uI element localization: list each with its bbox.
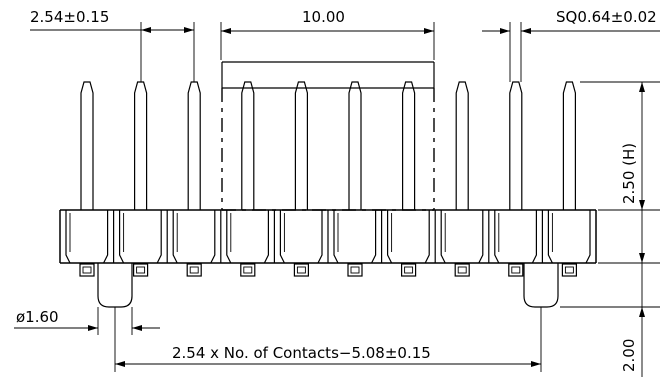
housing-cell: [381, 210, 430, 264]
pin-pad: [240, 263, 256, 277]
housing-cell: [541, 210, 591, 264]
pin: [241, 81, 255, 210]
post-diameter-label: ø1.60: [16, 308, 59, 326]
pin: [134, 81, 148, 210]
housing-cells: [65, 210, 591, 264]
left-post: [97, 263, 133, 308]
housing-cell: [327, 210, 377, 264]
pin-pad: [454, 263, 470, 277]
pin-square-dimension: SQ0.64±0.02: [482, 8, 660, 82]
locating-posts: [97, 263, 559, 308]
housing-cell: [434, 210, 484, 264]
pin-pad: [133, 263, 149, 277]
pin: [455, 81, 469, 210]
pin: [294, 81, 308, 210]
pin-height-label: 2.50 (H): [620, 143, 638, 204]
housing-cell: [65, 210, 109, 264]
pin: [187, 81, 201, 210]
housing-pads: [79, 263, 578, 277]
pin: [509, 81, 523, 210]
post-spacing-dimension: 2.54 x No. of Contacts−5.08±0.15: [114, 307, 542, 372]
post-height-dimension: 2.00: [560, 210, 660, 377]
housing-body: [59, 209, 597, 277]
post-diameter-dimension: ø1.60: [14, 307, 160, 335]
pin-pad: [508, 263, 524, 277]
pin: [348, 81, 362, 210]
pin-height-dimension: 2.50 (H): [580, 81, 660, 211]
housing-cell: [488, 210, 537, 264]
housing-cell: [273, 210, 323, 264]
housing-cell: [112, 210, 162, 264]
pin-pad: [186, 263, 202, 277]
right-post: [523, 263, 559, 308]
pin-pad: [401, 263, 417, 277]
pin: [80, 81, 94, 210]
pin-pad: [79, 263, 95, 277]
pin-pad: [293, 263, 309, 277]
housing-cell: [220, 210, 269, 264]
pitch-dimension: 2.54±0.15: [30, 8, 195, 82]
pin: [402, 81, 416, 210]
post-spacing-label: 2.54 x No. of Contacts−5.08±0.15: [172, 344, 431, 362]
shroud-width-dimension: 10.00: [220, 8, 435, 60]
pin-square-label: SQ0.64±0.02: [556, 8, 657, 26]
pin-pad: [561, 263, 578, 277]
pitch-label: 2.54±0.15: [30, 8, 109, 26]
pin-pad: [347, 263, 363, 277]
shroud-width-label: 10.00: [302, 8, 345, 26]
post-height-label: 2.00: [620, 339, 638, 372]
shroud-outline: [221, 61, 435, 211]
pins-group: [80, 81, 576, 210]
housing-cell: [166, 210, 216, 264]
pin: [562, 81, 576, 210]
